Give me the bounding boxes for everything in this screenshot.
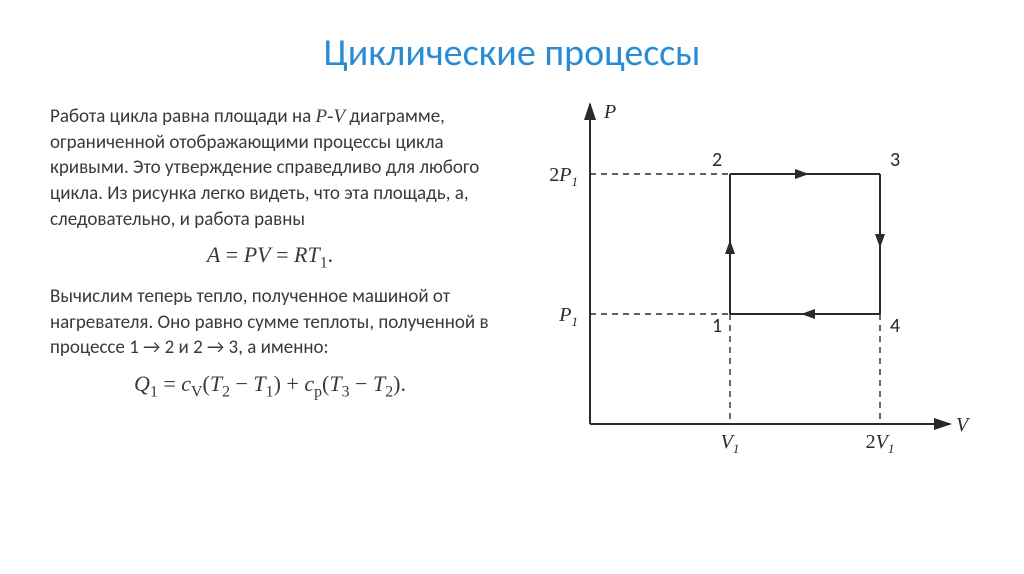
- content-row: Работа цикла равна площади на P-V диагра…: [0, 104, 1024, 413]
- svg-text:P: P: [603, 101, 616, 123]
- svg-text:2: 2: [712, 148, 722, 172]
- f1-sub1: 1: [320, 255, 328, 272]
- f2-s2b: 2: [385, 383, 393, 400]
- f2-lp: (: [202, 371, 209, 396]
- formula-2: Q1 = cV(T2 − T1) + cp(T3 − T2).: [50, 369, 490, 403]
- svg-text:V1: V1: [721, 431, 740, 456]
- f2-Q: Q: [134, 371, 150, 396]
- f2-plus: +: [281, 371, 304, 396]
- f2-c2: c: [304, 371, 314, 396]
- f2-sp: p: [314, 383, 322, 400]
- svg-text:2P1: 2P1: [549, 164, 578, 189]
- f2-Tb: T: [253, 371, 265, 396]
- f2-minus2: −: [350, 371, 373, 396]
- diagram-column: PVP12P1V12V11234: [490, 104, 974, 413]
- f2-Td: T: [373, 371, 385, 396]
- f1-A: A: [207, 242, 220, 267]
- svg-text:V: V: [956, 414, 971, 436]
- f1-T: T: [307, 242, 319, 267]
- formula-1: A = PV = RT1.: [50, 240, 490, 274]
- svg-text:P1: P1: [558, 304, 578, 329]
- text-column: Работа цикла равна площади на P-V диагра…: [50, 104, 490, 413]
- proc-23: 2 → 3: [193, 336, 238, 359]
- f1-R: R: [294, 242, 307, 267]
- f1-P: P: [244, 242, 257, 267]
- f2-dot: .: [400, 371, 406, 396]
- svg-text:4: 4: [890, 314, 900, 338]
- f1-dot: .: [328, 242, 334, 267]
- f2-s1: 1: [150, 383, 158, 400]
- f2-s1b: 1: [266, 383, 274, 400]
- svg-text:1: 1: [712, 314, 722, 338]
- f2-s3: 3: [342, 383, 350, 400]
- f2-c1: c: [181, 371, 191, 396]
- p2-and: и: [174, 336, 193, 359]
- paragraph-1: Работа цикла равна площади на P-V диагра…: [50, 104, 490, 232]
- f2-rp: ): [274, 371, 281, 396]
- pv-diagram: P V P1 2P1 V1 2V1 1 2 3 4: [520, 84, 980, 504]
- p2-suffix: , а именно:: [238, 336, 328, 359]
- f2-minus: −: [230, 371, 253, 396]
- f2-s2: 2: [222, 383, 230, 400]
- f2-T: T: [210, 371, 222, 396]
- proc-12: 1 → 2: [129, 336, 174, 359]
- svg-text:2V1: 2V1: [866, 431, 895, 456]
- f2-Tc: T: [329, 371, 341, 396]
- f1-V: V: [257, 242, 270, 267]
- p1-prefix: Работа цикла равна площади на: [50, 105, 316, 128]
- f2-eq: =: [158, 371, 181, 396]
- pv-inline: P-V: [316, 106, 346, 127]
- f1-eq: =: [220, 242, 243, 267]
- svg-text:3: 3: [890, 148, 900, 172]
- paragraph-2: Вычислим теперь тепло, полученное машино…: [50, 284, 490, 361]
- f2-sV: V: [191, 383, 202, 400]
- f1-eq2: =: [271, 242, 294, 267]
